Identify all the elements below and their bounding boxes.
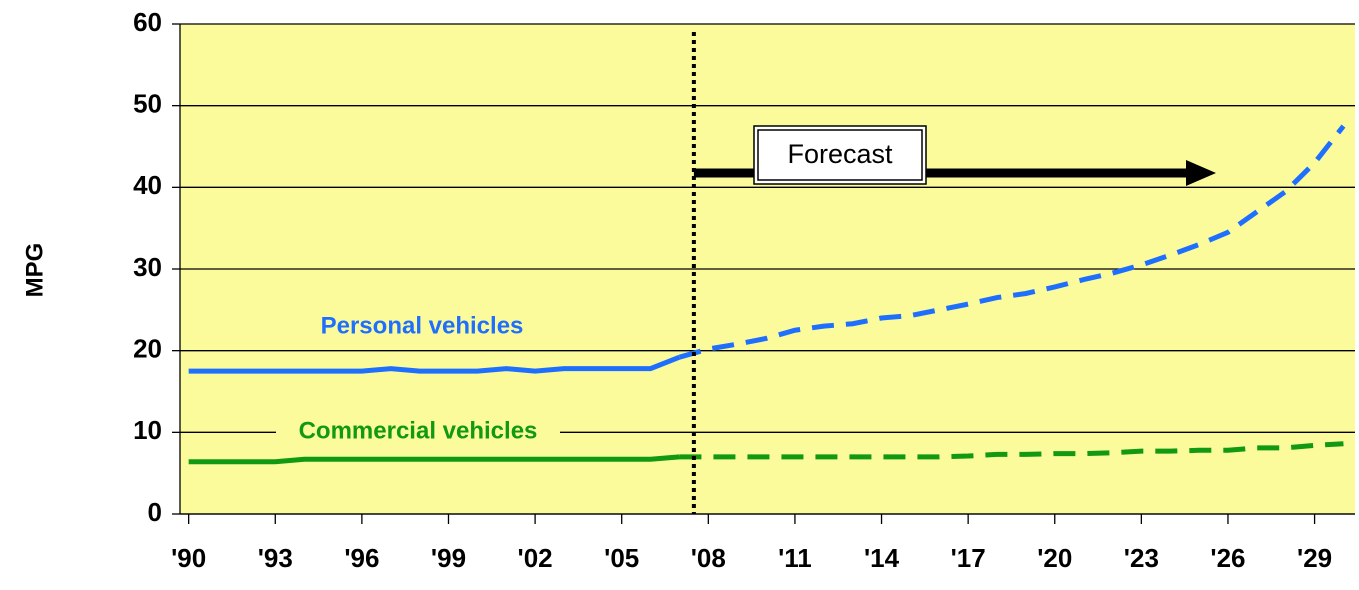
series-label: Commercial vehicles [299,417,538,444]
x-tick-label: '29 [1297,543,1332,573]
x-tick-label: '11 [778,543,812,573]
series-line [678,124,1346,360]
series-label: Personal vehicles [321,312,524,339]
x-tick-label: '96 [344,543,379,573]
y-tick-label: 50 [133,89,162,119]
x-tick-label: '99 [431,543,466,573]
y-tick-label: 60 [133,7,162,37]
label-backdrop [280,305,564,349]
series-line [679,441,1344,460]
x-tick-label: '02 [518,543,553,573]
series-line [188,354,681,374]
x-tick-label: '90 [171,543,206,573]
x-tick-label: '14 [864,543,900,573]
x-tick-label: '08 [691,543,726,573]
label-backdrop [276,410,560,454]
x-tick-label: '26 [1210,543,1245,573]
y-tick-label: 20 [133,334,162,364]
x-tick-label: '93 [258,543,293,573]
x-tick-label: '17 [951,543,986,573]
y-tick-label: 10 [133,415,162,445]
y-tick-label: 40 [133,170,162,200]
forecast-label: Forecast [787,139,893,169]
arrow-head [1186,160,1216,186]
x-tick-label: '20 [1037,543,1072,573]
x-tick-label: '05 [604,543,639,573]
y-axis-label: MPG [21,243,48,298]
series-line [188,454,680,465]
y-tick-label: 30 [133,252,162,282]
y-tick-label: 0 [148,497,162,527]
forecast-box-inner [757,129,923,181]
x-tick-label: '23 [1124,543,1159,573]
